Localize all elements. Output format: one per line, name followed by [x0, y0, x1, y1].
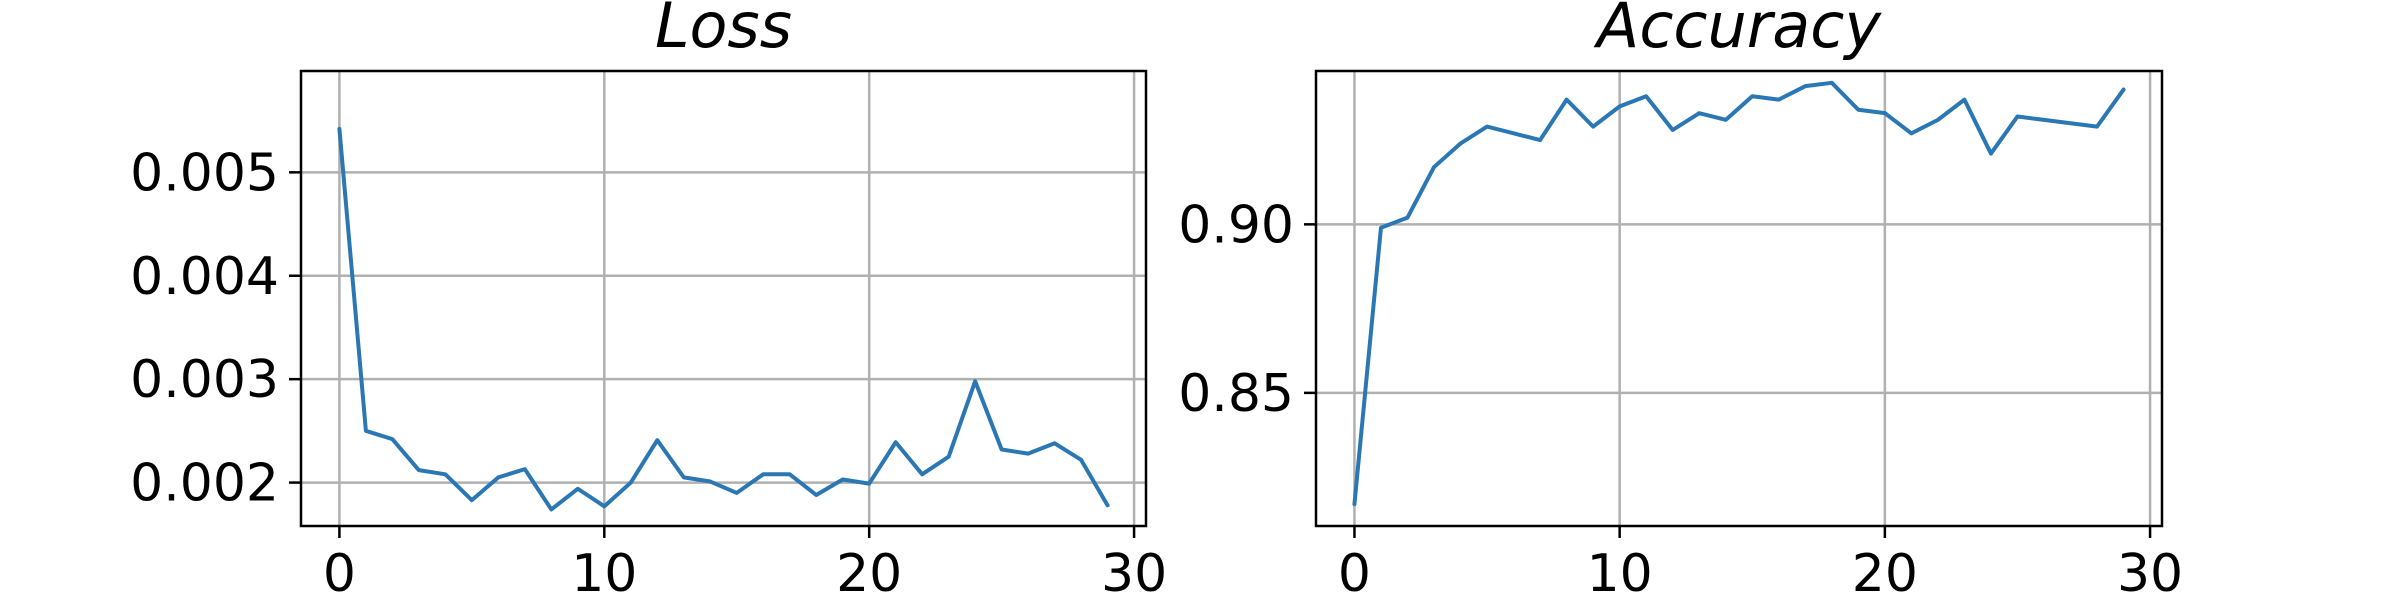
- loss-chart-title: Loss: [655, 0, 792, 62]
- loss-panel: 0 10 20 30 0.002 0.003 0.004 0.005 Loss: [130, 0, 1167, 600]
- accuracy-y-tick-label: 0.90: [1178, 195, 1294, 255]
- accuracy-x-tick-label: 10: [1587, 544, 1653, 600]
- accuracy-x-tick-label: 0: [1338, 544, 1371, 600]
- loss-y-tick-label: 0.004: [130, 247, 279, 307]
- accuracy-x-tick-label: 30: [2117, 544, 2183, 600]
- loss-y-tick-label: 0.005: [130, 143, 279, 203]
- loss-x-tick-label: 10: [571, 544, 637, 600]
- accuracy-x-tick-label: 20: [1852, 544, 1918, 600]
- accuracy-chart-title: Accuracy: [1593, 0, 1882, 62]
- accuracy-y-tick-label: 0.85: [1178, 364, 1294, 424]
- loss-series-line: [337, 126, 1110, 512]
- accuracy-axes-frame: [1314, 69, 2164, 528]
- loss-y-tick-label: 0.003: [130, 350, 279, 410]
- loss-axes-frame: [299, 69, 1148, 528]
- loss-y-tick-label: 0.002: [130, 454, 279, 514]
- accuracy-series-line: [1352, 80, 2126, 507]
- loss-x-tick-label: 0: [323, 544, 356, 600]
- loss-x-tick-label: 30: [1101, 544, 1167, 600]
- accuracy-panel: 0 10 20 30 0.85 0.90 Accuracy: [1178, 0, 2183, 600]
- loss-x-tick-label: 20: [836, 544, 902, 600]
